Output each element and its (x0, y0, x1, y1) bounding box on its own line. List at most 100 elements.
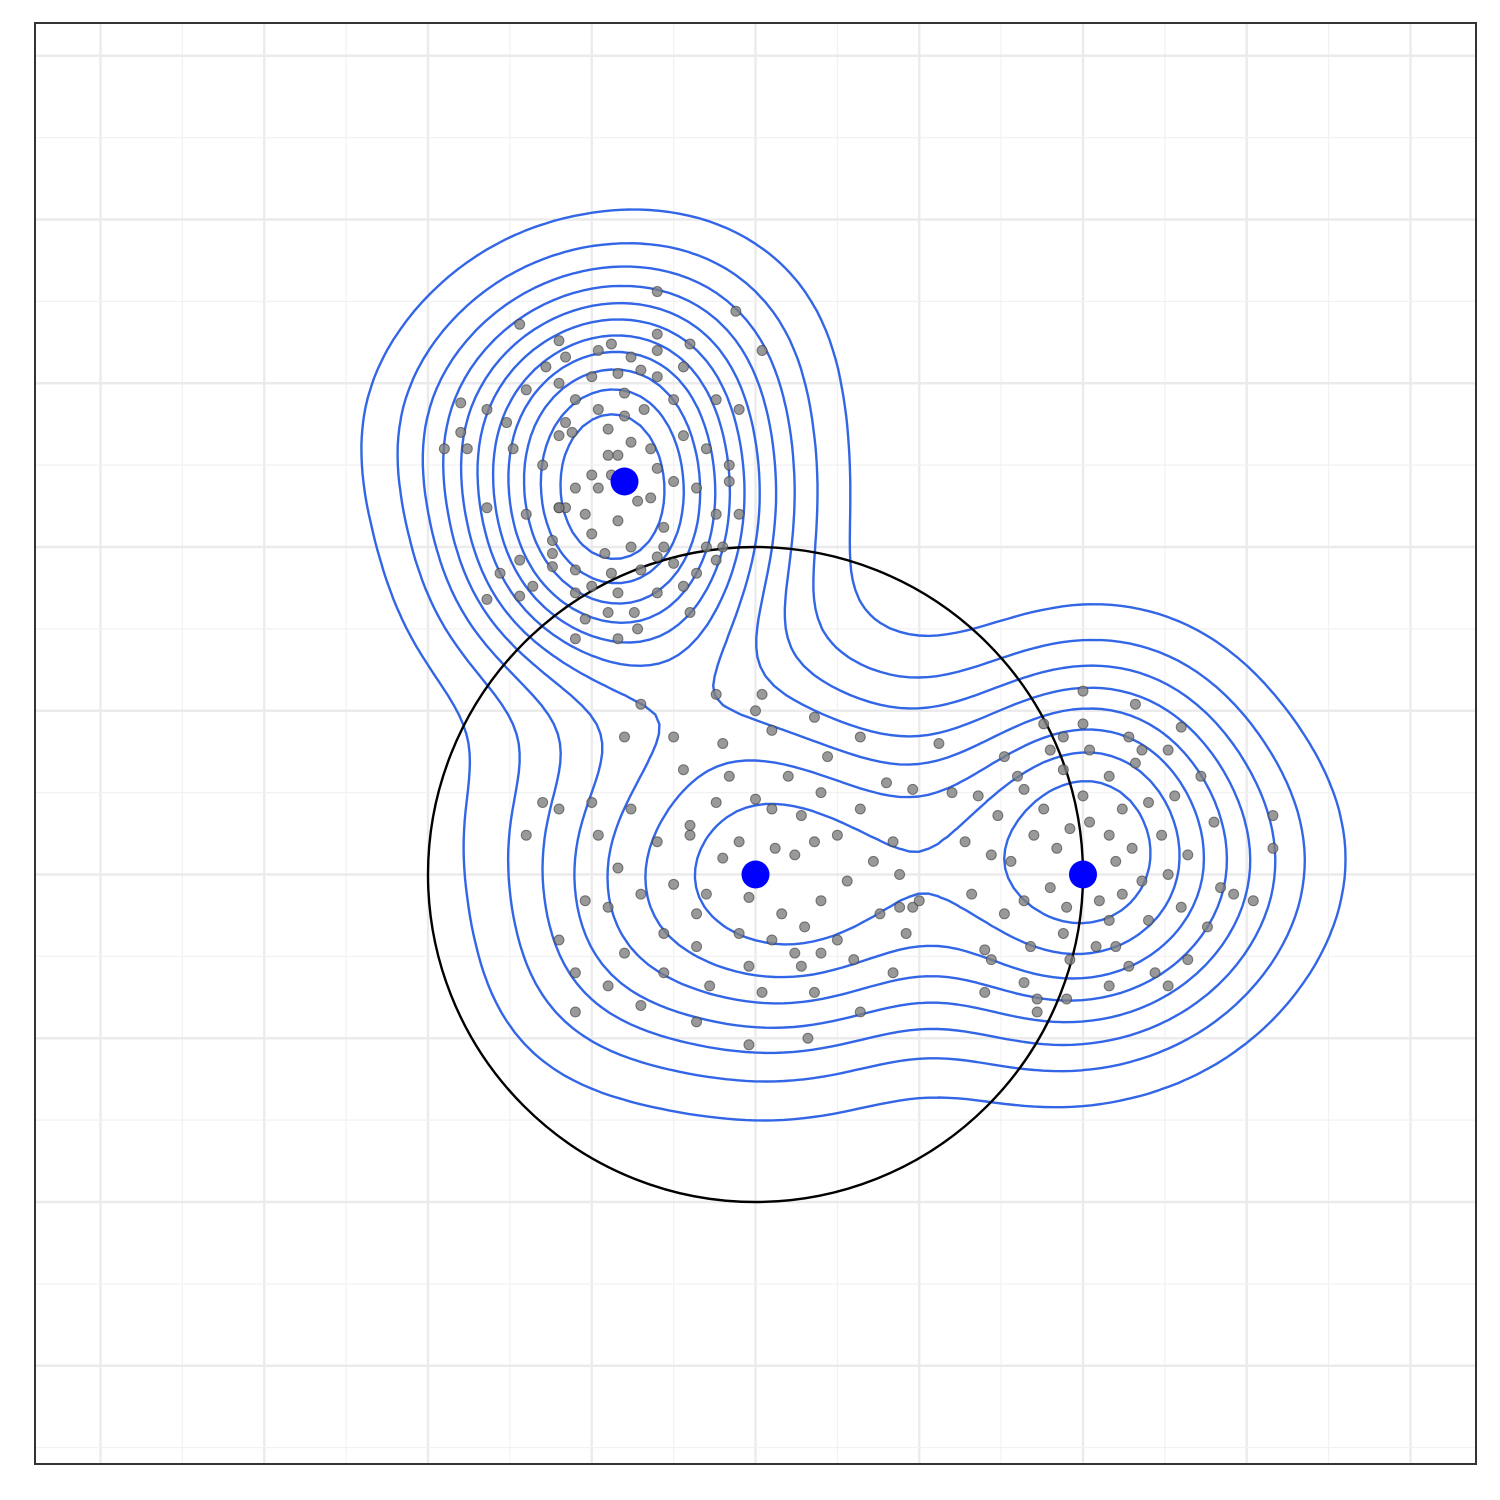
scatter-point (992, 810, 1004, 822)
scatter-point (808, 711, 820, 723)
scatter-point (1018, 977, 1030, 989)
scatter-point (651, 345, 663, 356)
scatter-point (723, 476, 735, 487)
scatter-point (1129, 698, 1141, 710)
scatter-point (602, 607, 614, 618)
scatter-point (635, 1000, 647, 1011)
scatter-point (1126, 842, 1138, 854)
scatter-point (1123, 731, 1135, 743)
center-point (741, 860, 770, 889)
scatter-point (782, 770, 794, 782)
scatter-point (691, 482, 703, 494)
scatter-point (1064, 823, 1076, 835)
scatter-point (723, 459, 735, 471)
scatter-point (1201, 921, 1213, 933)
scatter-point (710, 796, 722, 808)
scatter-point (586, 580, 598, 592)
scatter-point (972, 790, 984, 802)
scatter-point (933, 738, 945, 749)
scatter-point (966, 888, 978, 900)
scatter-point (733, 508, 745, 520)
scatter-point (1077, 790, 1089, 802)
scatter-point (756, 986, 768, 998)
scatter-point (1247, 895, 1259, 907)
scatter-point (494, 567, 506, 579)
scatter-point (766, 724, 778, 736)
scatter-point (625, 436, 637, 448)
scatter-point (602, 449, 614, 461)
scatter-point (979, 944, 991, 956)
scatter-point (1084, 816, 1096, 828)
scatter-point (887, 836, 899, 848)
scatter-point (645, 492, 657, 504)
scatter-point (1061, 901, 1073, 913)
scatter-point (1090, 941, 1102, 953)
center-point (610, 467, 639, 496)
scatter-point (586, 528, 598, 540)
scatter-point (1267, 842, 1279, 854)
scatter-point (638, 403, 650, 415)
scatter-point (854, 731, 866, 743)
scatter-point (592, 345, 604, 356)
scatter-point (848, 954, 860, 966)
scatter-point (1267, 810, 1279, 822)
scatter-point (586, 796, 598, 808)
scatter-point (658, 541, 670, 553)
scatter-point (1031, 993, 1043, 1005)
scatter-point (1103, 770, 1115, 782)
scatter-point (789, 849, 801, 861)
scatter-point (520, 384, 532, 396)
scatter-point (651, 328, 663, 340)
scatter-point (802, 1032, 814, 1044)
scatter-point (1077, 718, 1089, 730)
scatter-point (668, 394, 680, 406)
scatter-point (651, 462, 663, 474)
scatter-point (1018, 895, 1030, 907)
scatter-point (808, 836, 820, 848)
scatter-point (632, 623, 644, 635)
scatter-point (799, 921, 811, 933)
scatter-point (546, 534, 558, 546)
scatter-point (769, 842, 781, 854)
scatter-point (553, 335, 565, 347)
scatter-point (691, 941, 703, 953)
scatter-point (985, 954, 997, 966)
scatter-point (894, 901, 906, 913)
scatter-point (579, 508, 591, 520)
scatter-point (1093, 895, 1105, 907)
scatter-point (700, 541, 712, 553)
scatter-point (668, 476, 680, 487)
scatter-point (808, 986, 820, 998)
scatter-point (514, 590, 526, 602)
scatter-point (907, 783, 919, 795)
scatter-point (733, 403, 745, 415)
scatter-point (700, 888, 712, 900)
scatter-point (619, 387, 630, 399)
scatter-point (619, 731, 630, 743)
scatter-point (1169, 790, 1181, 802)
scatter-point (632, 495, 644, 507)
contour-level-1 (360, 208, 1347, 1122)
scatter-point (514, 318, 526, 330)
scatter-point (537, 796, 549, 808)
scatter-point (700, 443, 712, 455)
scatter-point (946, 787, 958, 799)
scatter-point (625, 803, 637, 815)
scatter-point (1182, 849, 1194, 861)
scatter-point (658, 521, 670, 533)
scatter-point (1156, 829, 1168, 841)
scatter-point (586, 469, 598, 481)
scatter-point (789, 947, 801, 959)
scatter-point (1031, 1006, 1043, 1018)
scatter-point (546, 548, 558, 560)
scatter-point (605, 567, 617, 579)
scatter-point (691, 567, 703, 579)
scatter-point (1182, 954, 1194, 966)
scatter-point (1215, 882, 1227, 894)
cluster-centers (610, 467, 1097, 889)
scatter-point (612, 515, 624, 527)
scatter-point (717, 541, 729, 553)
scatter-point (710, 394, 722, 406)
